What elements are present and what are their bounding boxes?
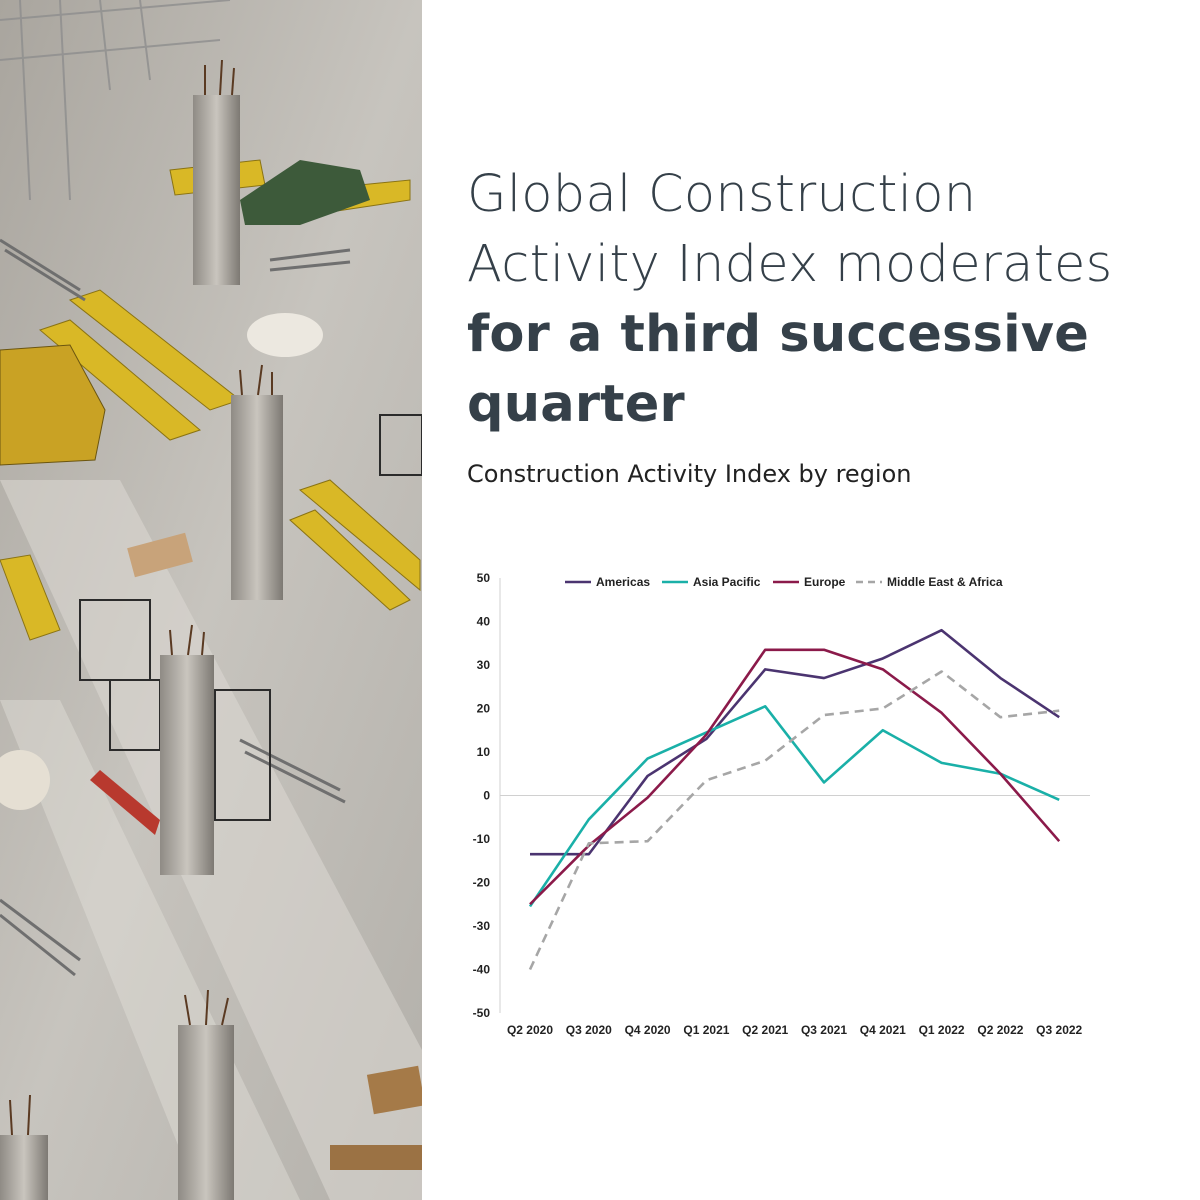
y-tick-label: 30 xyxy=(477,658,491,672)
headline-line-2: Activity Index moderates xyxy=(467,235,1113,294)
legend-label: Americas xyxy=(596,575,650,589)
y-tick-label: 20 xyxy=(477,702,491,716)
y-tick-label: 0 xyxy=(483,789,490,803)
x-tick-label: Q3 2021 xyxy=(801,1023,847,1037)
y-tick-label: 50 xyxy=(477,571,491,585)
legend-label: Europe xyxy=(804,575,846,589)
x-tick-label: Q3 2022 xyxy=(1036,1023,1082,1037)
x-tick-label: Q3 2020 xyxy=(566,1023,612,1037)
x-tick-label: Q4 2021 xyxy=(860,1023,906,1037)
chart-subtitle: Construction Activity Index by region xyxy=(467,460,912,488)
construction-site-photo xyxy=(0,0,422,1200)
legend-label: Middle East & Africa xyxy=(887,575,1003,589)
y-tick-label: 10 xyxy=(477,745,491,759)
x-tick-label: Q1 2022 xyxy=(919,1023,965,1037)
series-line xyxy=(528,670,1060,971)
legend-label: Asia Pacific xyxy=(693,575,761,589)
headline-line-3: for a third successive xyxy=(467,305,1090,364)
y-tick-label: -20 xyxy=(473,876,491,890)
series-line xyxy=(530,628,1060,856)
x-tick-label: Q2 2020 xyxy=(507,1023,553,1037)
x-tick-label: Q1 2021 xyxy=(683,1023,729,1037)
y-tick-label: -10 xyxy=(473,832,491,846)
headline-line-4: quarter xyxy=(467,375,685,434)
headline-line-1: Global Construction xyxy=(467,165,977,224)
x-tick-label: Q2 2022 xyxy=(977,1023,1023,1037)
series-line xyxy=(529,648,1061,906)
headline: Global Construction Activity Index moder… xyxy=(467,160,1187,440)
x-tick-label: Q4 2020 xyxy=(625,1023,671,1037)
y-tick-label: -50 xyxy=(473,1006,491,1020)
line-chart: 50 40 30 20 10 0 -10 -20 -30 -40 -50 Q2 2020 Q3 2020… xyxy=(473,571,1090,1037)
x-tick-label: Q2 2021 xyxy=(742,1023,788,1037)
y-tick-label: 40 xyxy=(477,615,491,629)
series-line xyxy=(528,705,1060,908)
y-tick-label: -40 xyxy=(473,963,491,977)
y-tick-label: -30 xyxy=(473,919,491,933)
